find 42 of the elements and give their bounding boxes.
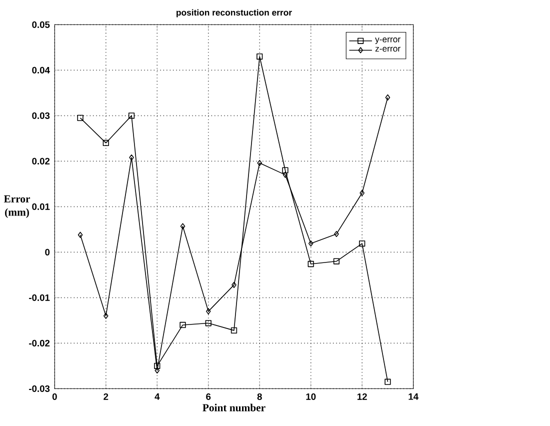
y-tick-label: 0.02: [32, 158, 50, 164]
point: [129, 154, 134, 161]
x-tick-label: 8: [257, 393, 262, 400]
y-tick-label: 0.01: [32, 203, 50, 210]
x-tick-label: 10: [306, 393, 316, 400]
point: [359, 240, 366, 247]
legend-label: z-error: [375, 46, 400, 52]
y-tick-label: 0: [45, 248, 50, 256]
x-axis-title: Point number: [202, 404, 266, 412]
y-tick-label: 0.04: [32, 66, 50, 74]
point: [104, 312, 108, 319]
point: [102, 140, 109, 146]
point: [77, 114, 84, 122]
legend-label: y-error: [375, 38, 400, 44]
x-tick-label: 12: [357, 393, 367, 400]
y-tick-label: -0.01: [29, 294, 50, 301]
x-tick-label: 6: [206, 393, 211, 400]
point: [333, 258, 340, 264]
point: [230, 327, 238, 334]
y-axis-title: Error (mm): [4, 195, 30, 218]
chart-title: position reconstuction error: [176, 9, 292, 18]
point: [334, 230, 339, 238]
point: [180, 322, 186, 328]
y-tick-label: -0.02: [29, 340, 50, 346]
y-tick-label: 0.05: [32, 21, 50, 28]
point: [232, 282, 236, 288]
point: [308, 240, 314, 247]
point: [206, 308, 211, 314]
x-tick-label: 2: [104, 393, 108, 400]
point: [180, 223, 186, 230]
x-tick-label: 0: [52, 393, 57, 400]
point: [257, 160, 262, 166]
point: [256, 53, 263, 60]
x-tick-label: 4: [154, 393, 160, 400]
y-tick-label: 0.03: [32, 112, 50, 119]
point: [205, 320, 212, 326]
y-tick-label: -0.03: [29, 385, 50, 392]
point: [360, 190, 364, 196]
x-tick-label: 14: [408, 393, 418, 400]
point: [384, 378, 391, 385]
point: [128, 112, 135, 119]
point: [308, 260, 314, 268]
